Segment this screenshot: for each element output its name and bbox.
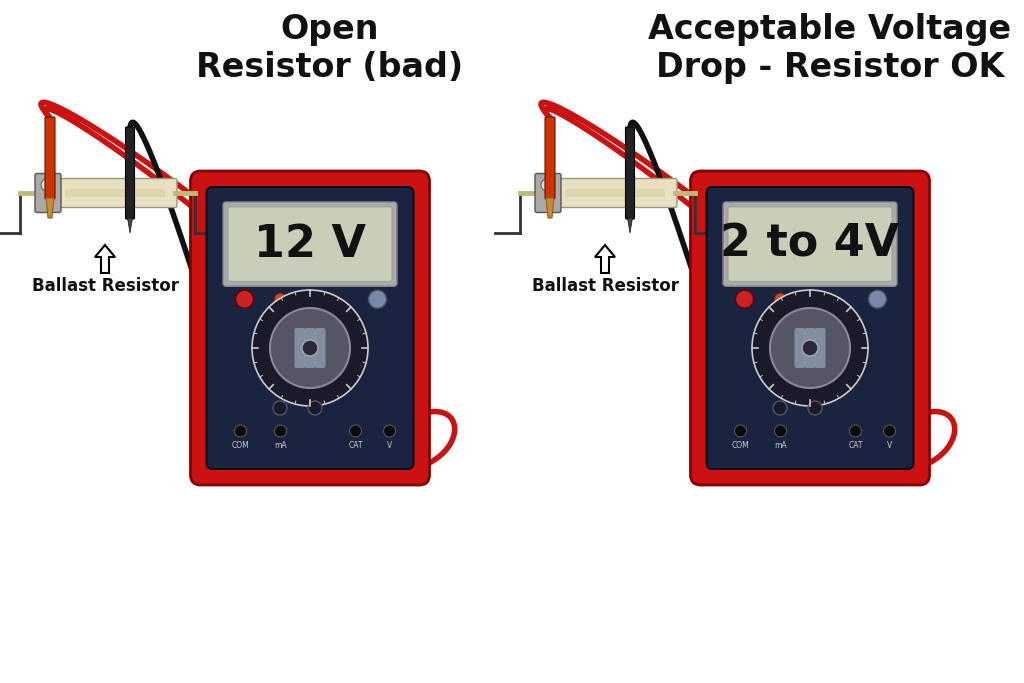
FancyBboxPatch shape — [565, 189, 665, 197]
Circle shape — [384, 425, 395, 437]
Circle shape — [884, 425, 896, 437]
Circle shape — [770, 308, 850, 388]
FancyBboxPatch shape — [53, 178, 177, 208]
Text: Ballast Resistor: Ballast Resistor — [531, 277, 679, 295]
Text: COM: COM — [731, 441, 750, 450]
FancyBboxPatch shape — [190, 171, 429, 485]
FancyBboxPatch shape — [35, 173, 61, 212]
Circle shape — [808, 401, 822, 415]
FancyBboxPatch shape — [553, 178, 677, 208]
Circle shape — [774, 425, 786, 437]
Polygon shape — [628, 218, 633, 233]
Text: V: V — [387, 441, 392, 450]
FancyBboxPatch shape — [795, 328, 806, 368]
FancyBboxPatch shape — [295, 328, 305, 368]
Text: 2 to 4V: 2 to 4V — [720, 223, 900, 266]
FancyBboxPatch shape — [304, 328, 315, 368]
Text: COM: COM — [231, 441, 250, 450]
Text: CAT: CAT — [348, 441, 362, 450]
FancyBboxPatch shape — [728, 207, 892, 281]
FancyBboxPatch shape — [207, 187, 414, 469]
Text: CAT: CAT — [848, 441, 863, 450]
Circle shape — [41, 179, 53, 191]
FancyBboxPatch shape — [814, 328, 825, 368]
Text: mA: mA — [774, 441, 786, 450]
Circle shape — [252, 290, 368, 406]
Circle shape — [236, 290, 254, 308]
FancyBboxPatch shape — [707, 187, 913, 469]
Circle shape — [773, 401, 787, 415]
Text: mA: mA — [274, 441, 287, 450]
Circle shape — [850, 425, 861, 437]
Circle shape — [308, 401, 322, 415]
Circle shape — [274, 425, 287, 437]
Text: 12 V: 12 V — [254, 223, 366, 266]
Text: V: V — [887, 441, 892, 450]
FancyArrow shape — [595, 245, 615, 273]
FancyBboxPatch shape — [805, 328, 815, 368]
Circle shape — [369, 290, 386, 308]
Circle shape — [802, 340, 818, 356]
Text: Open
Resistor (bad): Open Resistor (bad) — [197, 13, 464, 84]
Text: Acceptable Voltage
Drop - Resistor OK: Acceptable Voltage Drop - Resistor OK — [648, 13, 1012, 84]
FancyBboxPatch shape — [126, 127, 134, 219]
Polygon shape — [46, 198, 54, 218]
FancyBboxPatch shape — [45, 117, 55, 199]
Circle shape — [302, 340, 318, 356]
Circle shape — [234, 425, 247, 437]
Circle shape — [274, 293, 287, 305]
Circle shape — [273, 401, 287, 415]
Circle shape — [774, 293, 786, 305]
Text: Ballast Resistor: Ballast Resistor — [32, 277, 178, 295]
Circle shape — [735, 290, 754, 308]
FancyBboxPatch shape — [65, 189, 165, 197]
Circle shape — [734, 425, 746, 437]
FancyBboxPatch shape — [545, 117, 555, 199]
Circle shape — [541, 179, 553, 191]
FancyBboxPatch shape — [228, 207, 392, 281]
FancyBboxPatch shape — [723, 202, 897, 286]
Polygon shape — [546, 198, 554, 218]
Circle shape — [752, 290, 868, 406]
Circle shape — [868, 290, 887, 308]
Circle shape — [270, 308, 350, 388]
Circle shape — [349, 425, 361, 437]
FancyBboxPatch shape — [690, 171, 930, 485]
FancyBboxPatch shape — [626, 127, 635, 219]
FancyBboxPatch shape — [535, 173, 561, 212]
FancyBboxPatch shape — [223, 202, 397, 286]
FancyArrow shape — [95, 245, 115, 273]
Polygon shape — [128, 218, 132, 233]
FancyBboxPatch shape — [314, 328, 326, 368]
